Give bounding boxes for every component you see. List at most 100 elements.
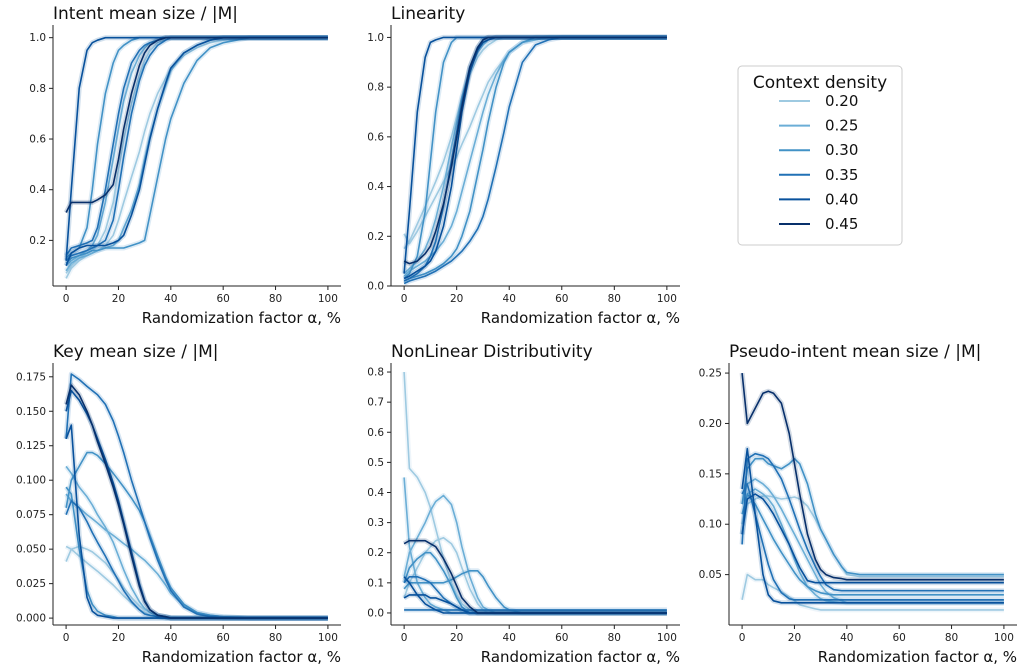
y-tick-label: 0.175 bbox=[16, 371, 46, 383]
x-tick-label: 60 bbox=[216, 293, 229, 305]
panel-key-mean-size: Key mean size / |M| 0.0000.0250.0500.075… bbox=[16, 342, 341, 666]
x-tick-label: 40 bbox=[503, 293, 516, 305]
y-tick-label: 0.150 bbox=[16, 406, 46, 418]
x-tick-label: 80 bbox=[269, 293, 282, 305]
panel-intent-mean-size: Intent mean size / |M| 0.2 0.4 0.6 0.8 1.0 0… bbox=[29, 4, 341, 327]
panel-title: Intent mean size / |M| bbox=[53, 4, 238, 24]
legend-label: 0.40 bbox=[825, 190, 858, 208]
panel-linearity: Linearity 0.0 0.2 0.4 0.6 0.8 1.0 0 20 40 60 80 10… bbox=[367, 4, 680, 327]
y-tick-label: 0.25 bbox=[699, 368, 722, 380]
series-line-6 bbox=[66, 374, 328, 618]
y-tick-label: 0.8 bbox=[29, 83, 46, 95]
x-tick-label: 40 bbox=[840, 632, 853, 644]
x-tick-label: 0 bbox=[63, 293, 70, 305]
y-ticks: 0.00.10.20.30.40.50.60.70.8 bbox=[367, 367, 391, 620]
y-tick-label: 0.15 bbox=[699, 468, 722, 480]
legend-label: 0.25 bbox=[825, 117, 858, 135]
x-axis-label: Randomization factor α, % bbox=[142, 648, 341, 666]
y-tick-label: 0.050 bbox=[16, 544, 46, 556]
y-tick-label: 0.0 bbox=[367, 281, 384, 293]
x-ticks: 0 20 40 60 80 100 bbox=[401, 625, 677, 644]
y-tick-label: 0.10 bbox=[699, 519, 722, 531]
x-tick-label: 0 bbox=[401, 293, 408, 305]
x-tick-label: 20 bbox=[112, 632, 125, 644]
x-tick-label: 60 bbox=[555, 293, 568, 305]
y-tick-label: 0.100 bbox=[16, 475, 46, 487]
x-tick-label: 100 bbox=[994, 632, 1014, 644]
y-tick-label: 0.6 bbox=[367, 427, 384, 439]
y-ticks: 0.2 0.4 0.6 0.8 1.0 bbox=[29, 32, 53, 247]
x-tick-label: 0 bbox=[63, 632, 70, 644]
x-tick-label: 20 bbox=[112, 293, 125, 305]
y-tick-label: 0.8 bbox=[367, 367, 384, 379]
x-ticks: 0 20 40 60 80 100 bbox=[739, 625, 1014, 644]
y-tick-label: 0.025 bbox=[16, 578, 46, 590]
y-tick-label: 0.05 bbox=[699, 569, 722, 581]
y-tick-label: 0.2 bbox=[367, 231, 384, 243]
y-tick-label: 0.6 bbox=[367, 131, 384, 143]
y-tick-label: 0.0 bbox=[367, 607, 384, 619]
y-tick-label: 0.000 bbox=[16, 613, 46, 625]
x-axis-label: Randomization factor α, % bbox=[818, 648, 1017, 666]
y-tick-label: 0.2 bbox=[367, 547, 384, 559]
plot-area bbox=[404, 37, 667, 283]
x-axis-label: Randomization factor α, % bbox=[481, 648, 680, 666]
x-tick-label: 80 bbox=[269, 632, 282, 644]
x-tick-label: 80 bbox=[608, 293, 621, 305]
plot-area bbox=[742, 373, 1004, 610]
x-tick-label: 40 bbox=[503, 632, 516, 644]
legend-label: 0.30 bbox=[825, 141, 858, 159]
plot-area bbox=[404, 372, 667, 613]
y-tick-label: 0.5 bbox=[367, 457, 384, 469]
x-tick-label: 100 bbox=[318, 632, 338, 644]
panel-title: NonLinear Distributivity bbox=[391, 342, 593, 362]
y-ticks: 0.05 0.10 0.15 0.20 0.25 bbox=[699, 368, 729, 582]
x-axis-label: Randomization factor α, % bbox=[481, 309, 680, 327]
x-axis-label: Randomization factor α, % bbox=[142, 309, 341, 327]
legend-label: 0.20 bbox=[825, 92, 858, 110]
series-line-3 bbox=[66, 466, 328, 618]
y-tick-label: 0.4 bbox=[29, 184, 46, 196]
y-tick-label: 0.4 bbox=[367, 487, 384, 499]
x-tick-label: 80 bbox=[945, 632, 958, 644]
panel-title: Linearity bbox=[391, 4, 465, 24]
x-tick-label: 60 bbox=[892, 632, 905, 644]
series-line-10 bbox=[66, 385, 328, 618]
x-tick-label: 40 bbox=[164, 293, 177, 305]
legend-title: Context density bbox=[753, 73, 887, 93]
series-line-4 bbox=[404, 571, 667, 613]
y-tick-label: 0.075 bbox=[16, 509, 46, 521]
x-tick-label: 60 bbox=[555, 632, 568, 644]
x-tick-label: 100 bbox=[318, 293, 338, 305]
y-tick-label: 0.20 bbox=[699, 418, 722, 430]
y-tick-label: 0.125 bbox=[16, 440, 46, 452]
x-tick-label: 0 bbox=[401, 632, 408, 644]
series-band bbox=[66, 385, 328, 618]
series-band bbox=[404, 372, 667, 613]
y-tick-label: 1.0 bbox=[367, 32, 384, 44]
legend-label: 0.35 bbox=[825, 166, 858, 184]
y-tick-label: 0.7 bbox=[367, 397, 384, 409]
series-band bbox=[404, 571, 667, 613]
y-tick-label: 0.8 bbox=[367, 82, 384, 94]
x-tick-label: 0 bbox=[739, 632, 746, 644]
x-tick-label: 20 bbox=[450, 293, 463, 305]
series-line-4 bbox=[66, 453, 328, 618]
x-ticks: 0 20 40 60 80 100 bbox=[63, 286, 338, 305]
y-tick-label: 1.0 bbox=[29, 32, 46, 44]
series-band bbox=[66, 374, 328, 618]
x-tick-label: 100 bbox=[657, 293, 677, 305]
legend: Context density 0.20 0.25 0.30 0.35 0.40 0.45 bbox=[738, 66, 902, 245]
series-band bbox=[66, 453, 328, 618]
panel-title: Pseudo-intent mean size / |M| bbox=[729, 342, 981, 362]
y-ticks: 0.000 0.025 0.050 0.075 0.100 0.125 0.150 0.175 bbox=[16, 371, 53, 624]
x-tick-label: 100 bbox=[657, 632, 677, 644]
x-tick-label: 60 bbox=[216, 632, 229, 644]
y-tick-label: 0.6 bbox=[29, 134, 46, 146]
x-tick-label: 80 bbox=[608, 632, 621, 644]
plot-area bbox=[66, 38, 328, 279]
y-tick-label: 0.2 bbox=[29, 235, 46, 247]
series-band bbox=[66, 391, 328, 618]
x-tick-label: 20 bbox=[450, 632, 463, 644]
